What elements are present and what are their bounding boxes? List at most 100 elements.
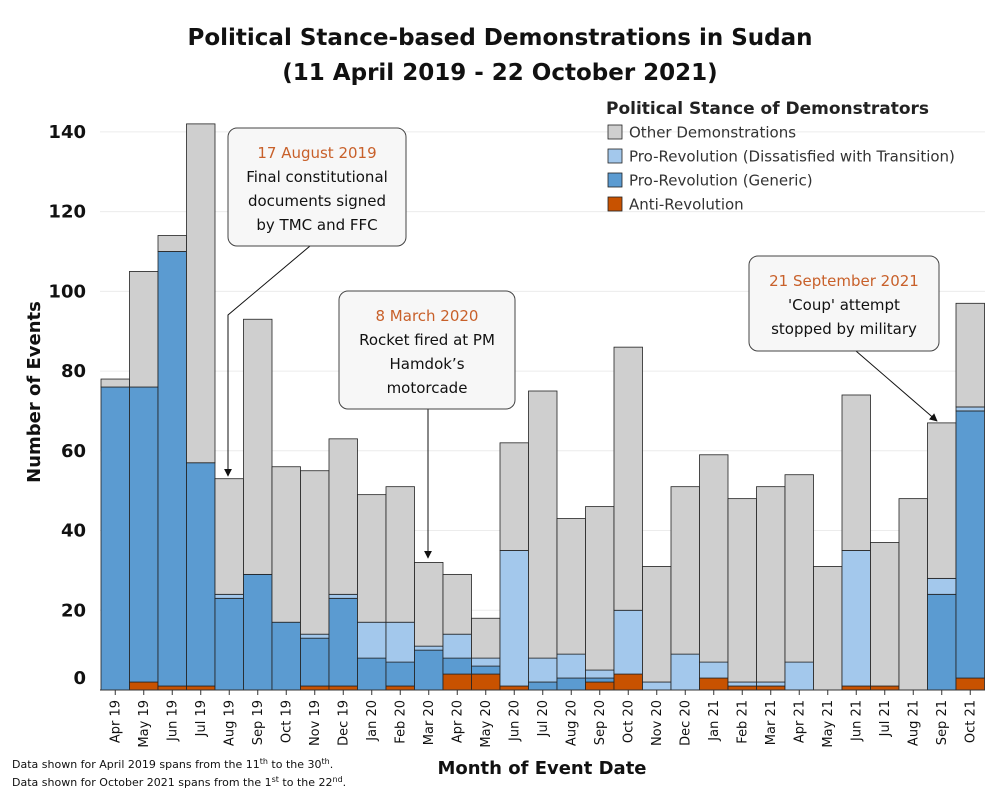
bar-segment <box>129 681 159 691</box>
x-tick-label: Nov 20 <box>650 700 665 746</box>
bar-segment <box>585 681 615 691</box>
bar-segment <box>414 562 444 647</box>
x-tick-label: Feb 20 <box>393 700 408 744</box>
bar-segment <box>613 346 643 611</box>
bar-segment <box>784 661 814 691</box>
bar-segment <box>756 681 786 687</box>
bar-segment <box>271 621 301 691</box>
annotation-text: Rocket fired at PM <box>359 331 495 349</box>
x-tick-label: Apr 19 <box>108 700 123 743</box>
bar-segment <box>328 597 358 687</box>
legend: Political Stance of Demonstrators Other … <box>606 99 955 214</box>
annotation-arrow <box>855 350 938 422</box>
y-tick-label: 80 <box>61 361 86 382</box>
bar-segment <box>385 661 415 687</box>
bar-segment <box>813 566 843 691</box>
y-axis-ticks: 0 20 40 60 80 100 120 140 <box>48 122 86 689</box>
bar-segment <box>471 617 501 659</box>
bar-segment <box>699 677 729 691</box>
legend-entry: Pro-Revolution (Dissatisfied with Transi… <box>629 148 955 166</box>
bar-segment <box>100 386 130 691</box>
bar-segment <box>186 123 216 464</box>
x-tick-label: Aug 20 <box>564 700 579 746</box>
bar-segment <box>841 685 871 691</box>
bar-segment <box>528 390 558 659</box>
x-tick-label: Jan 20 <box>365 700 380 742</box>
bar-segment <box>556 518 586 655</box>
bar-segment <box>556 677 586 691</box>
bar-segment <box>271 466 301 623</box>
bar-segment <box>214 593 244 599</box>
bar-segment <box>727 685 757 691</box>
y-tick-label: 0 <box>73 668 86 689</box>
annotation-date: 8 March 2020 <box>376 307 479 325</box>
chart-title-line1: Political Stance-based Demonstrations in… <box>187 25 812 51</box>
bar-segment <box>214 597 244 691</box>
bar-segment <box>670 653 700 691</box>
footnote: Data shown for October 2021 spans from t… <box>12 775 346 789</box>
annotation-box <box>227 127 407 247</box>
bar-segment <box>129 270 159 388</box>
x-tick-label: May 20 <box>479 700 494 748</box>
bar-segment <box>300 685 330 691</box>
y-tick-label: 20 <box>61 600 86 621</box>
x-tick-label: Jul 20 <box>536 700 551 737</box>
bar-segment <box>328 438 358 595</box>
bar-segment <box>642 681 672 691</box>
annotation-date: 21 September 2021 <box>769 272 919 290</box>
bar-segment <box>955 302 985 408</box>
legend-swatch <box>607 172 623 188</box>
annotation-text: Final constitutional <box>246 168 388 186</box>
bar-segment <box>499 550 529 687</box>
legend-title: Political Stance of Demonstrators <box>606 99 929 119</box>
annotation-text: stopped by military <box>771 320 917 338</box>
annotation-box <box>338 290 516 410</box>
bar-segment <box>927 577 957 595</box>
bar-segment <box>129 386 159 683</box>
bar-segment <box>955 677 985 691</box>
x-tick-label: Oct 21 <box>963 700 978 743</box>
annotation-date: 17 August 2019 <box>257 144 376 162</box>
bar-segment <box>556 653 586 679</box>
legend-swatch <box>607 124 623 140</box>
bar-segment <box>300 637 330 687</box>
bar-segment <box>471 657 501 667</box>
bar-segment <box>585 506 615 671</box>
chart-title-line2: (11 April 2019 - 22 October 2021) <box>282 60 717 86</box>
bar-segment <box>841 394 871 551</box>
x-tick-label: Jul 19 <box>194 700 209 737</box>
y-tick-label: 140 <box>48 122 86 143</box>
bar-segment <box>727 681 757 687</box>
x-tick-label: Mar 21 <box>764 700 779 745</box>
bar-segment <box>870 542 900 687</box>
annotation: 8 March 2020 Rocket fired at PM Hamdok’s mo… <box>338 290 516 559</box>
bar-segment <box>186 462 216 687</box>
bar-segment <box>357 621 387 659</box>
bar-segment <box>499 685 529 691</box>
bars <box>100 123 985 691</box>
x-tick-label: Sep 20 <box>593 700 608 745</box>
annotation-text: Hamdok’s <box>389 355 464 373</box>
x-tick-label: Dec 19 <box>336 700 351 746</box>
x-tick-label: Jun 19 <box>165 700 180 742</box>
bar-segment <box>927 422 957 579</box>
annotations: 17 August 2019 Final constitutional docume… <box>224 127 940 559</box>
bar-segment <box>300 470 330 635</box>
x-tick-label: Aug 21 <box>906 700 921 746</box>
bar-segment <box>670 486 700 655</box>
x-tick-label: Oct 19 <box>279 700 294 743</box>
bar-segment <box>613 609 643 675</box>
legend-entry: Anti-Revolution <box>629 196 744 214</box>
bar-segment <box>613 673 643 691</box>
annotation-text: 'Coup' attempt <box>788 296 900 314</box>
bar-segment <box>471 665 501 675</box>
x-tick-label: Aug 19 <box>222 700 237 746</box>
x-tick-label: Feb 21 <box>735 700 750 744</box>
bar-segment <box>955 406 985 412</box>
x-tick-label: Mar 20 <box>422 700 437 745</box>
bar-segment <box>328 593 358 599</box>
bar-segment <box>414 645 444 651</box>
bar-segment <box>585 677 615 683</box>
y-tick-label: 40 <box>61 521 86 542</box>
bar-segment <box>243 318 273 575</box>
